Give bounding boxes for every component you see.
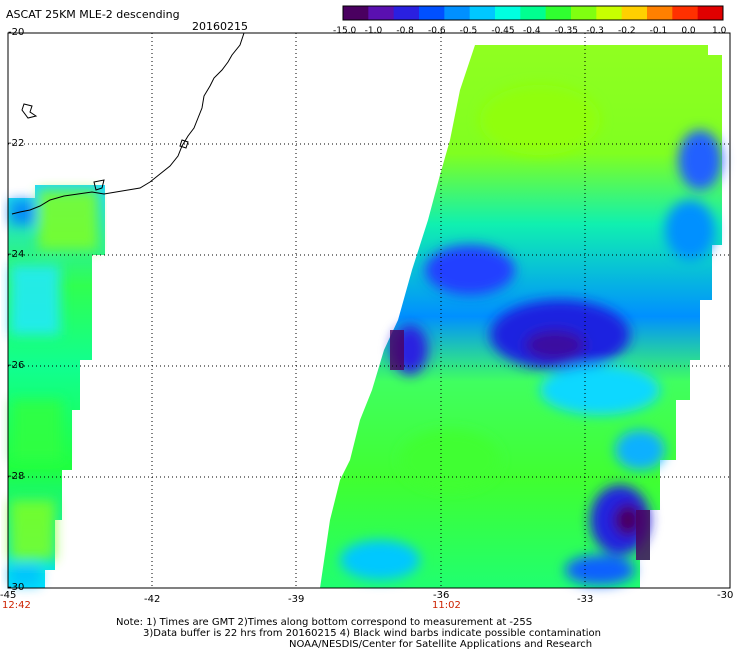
- colorbar-border: [342, 5, 724, 21]
- colorbar-tick-label: -0.4: [523, 26, 541, 36]
- lat-tick-label: -22: [8, 138, 25, 149]
- coastline: [11, 32, 245, 215]
- colorbar-tick-label: -0.35: [554, 26, 578, 36]
- colorbar-tick-label: -0.2: [618, 26, 636, 36]
- colorbar-tick-label: -0.45: [491, 26, 515, 36]
- colorbar-tick-label: -1.0: [364, 26, 383, 36]
- colorbar-tick-label: 1.0: [712, 26, 727, 36]
- footnote-line-1: Note: 1) Times are GMT 2)Times along bot…: [116, 617, 533, 628]
- colorbar-segment: [621, 6, 648, 20]
- lat-tick-label: -20: [8, 27, 25, 38]
- lat-tick-label: -26: [8, 360, 25, 371]
- lat-tick-label: -28: [8, 471, 25, 482]
- colorbar-tick-label: -15.0: [333, 26, 357, 36]
- colorbar-tick-label: -0.6: [428, 26, 446, 36]
- footnote-line-3: NOAA/NESDIS/Center for Satellite Applica…: [289, 639, 593, 650]
- colorbar-segment: [469, 6, 496, 20]
- lon-tick-label: -36: [433, 590, 450, 601]
- lon-tick-label: -33: [577, 594, 594, 605]
- colorbar-segment: [343, 6, 369, 20]
- colorbar-segment: [672, 6, 699, 20]
- colorbar-tick-label: -0.1: [649, 26, 668, 36]
- colorbar-tick-label: -0.5: [459, 26, 478, 36]
- colorbar-segment: [647, 6, 673, 20]
- pass-time-label: 11:02: [432, 600, 461, 611]
- colorbar-segment: [393, 6, 420, 20]
- chart-date: 20160215: [192, 20, 248, 33]
- colorbar-segment: [571, 6, 597, 20]
- colorbar-segment: [419, 6, 445, 20]
- colorbar-segment: [520, 6, 547, 20]
- colorbar-segment: [444, 6, 471, 20]
- lat-tick-label: -24: [8, 249, 25, 260]
- colorbar-segment: [697, 6, 724, 20]
- colorbar-segment: [368, 6, 395, 20]
- plot-frame: [7, 32, 731, 589]
- colorbar-segment: [545, 6, 572, 20]
- lon-tick-label: -30: [717, 590, 734, 601]
- colorbar-tick-label: -0.3: [586, 26, 604, 36]
- right-data-swath: [320, 45, 722, 588]
- pass-time-label: 12:42: [2, 600, 31, 611]
- colorbar-segment: [596, 6, 623, 20]
- colorbar: [342, 5, 724, 21]
- left-data-swath: [8, 185, 105, 588]
- lon-tick-label: -45: [0, 590, 17, 601]
- colorbar-tick-label: 0.0: [681, 26, 696, 36]
- lon-tick-label: -42: [144, 594, 161, 605]
- colorbar-segment: [495, 6, 521, 20]
- chart-title: ASCAT 25KM MLE-2 descending: [6, 8, 180, 21]
- footnote-line-2: 3)Data buffer is 22 hrs from 20160215 4)…: [143, 628, 601, 639]
- colorbar-tick-label: -0.8: [396, 26, 414, 36]
- lat-tick-label: -30: [8, 582, 25, 593]
- grid-lines: [8, 33, 730, 588]
- lon-tick-label: -39: [288, 594, 305, 605]
